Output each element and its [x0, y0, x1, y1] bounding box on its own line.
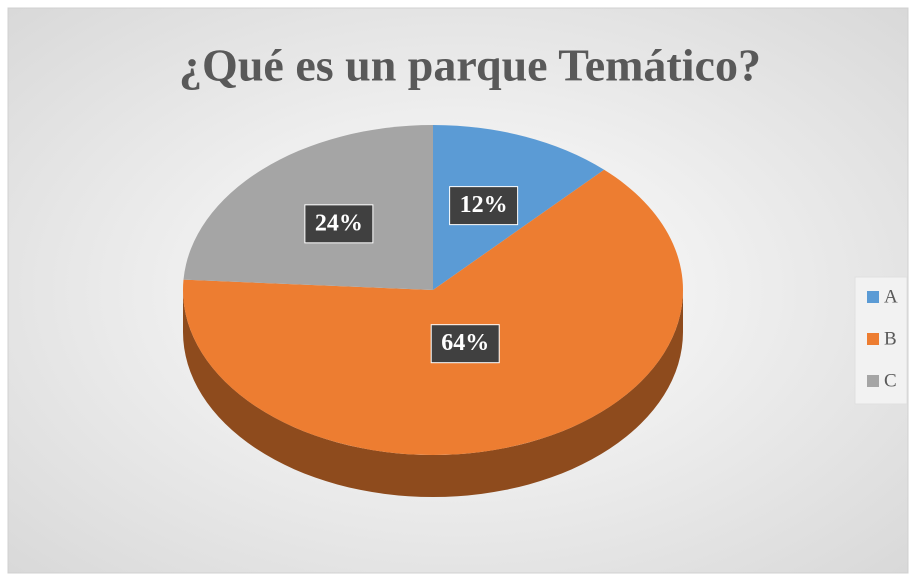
chart-title: ¿Qué es un parque Temático?: [179, 40, 761, 91]
data-label-box: [449, 186, 519, 226]
data-label-box: [430, 324, 500, 364]
data-label: 12%: [460, 192, 508, 218]
legend-box: [854, 276, 908, 405]
data-label-box: [304, 204, 374, 244]
legend-swatch: [867, 375, 879, 387]
legend-label: A: [884, 286, 898, 307]
legend-label: C: [884, 370, 897, 391]
data-label: 24%: [315, 210, 363, 236]
slice-side: [183, 290, 683, 497]
legend-swatch: [867, 291, 879, 303]
data-label: 64%: [441, 330, 489, 356]
legend-swatch: [867, 333, 879, 345]
legend-label: B: [884, 328, 897, 349]
slice: [433, 125, 605, 290]
slice: [182, 169, 683, 455]
